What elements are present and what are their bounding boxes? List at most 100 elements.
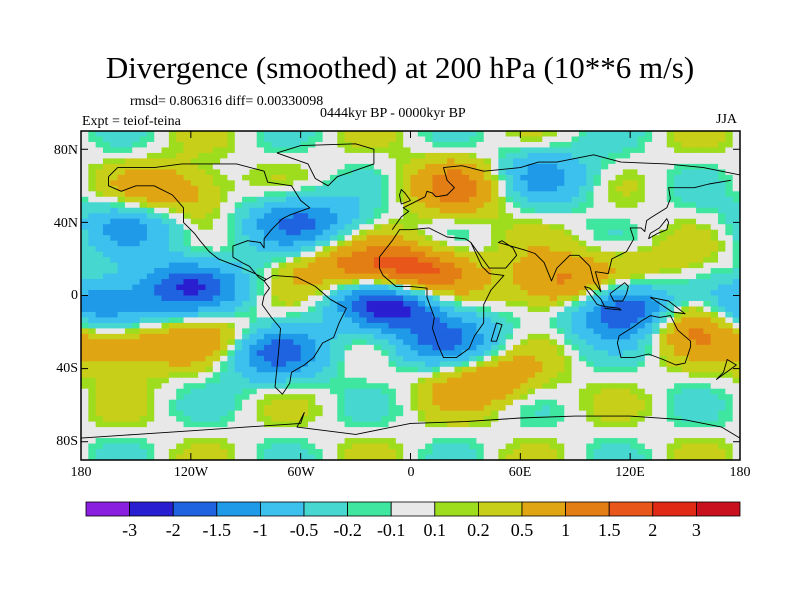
- field-cell: [608, 344, 617, 351]
- field-cell: [227, 322, 236, 329]
- field-cell: [454, 339, 463, 346]
- field-cell: [564, 229, 573, 236]
- field-cell: [483, 290, 492, 297]
- field-cell: [307, 218, 316, 225]
- field-cell: [476, 383, 485, 390]
- field-cell: [81, 218, 89, 225]
- field-cell: [88, 240, 97, 247]
- field-cell: [681, 295, 690, 302]
- field-cell: [666, 322, 675, 329]
- field-cell: [527, 405, 536, 412]
- field-cell: [381, 306, 390, 313]
- field-cell: [630, 372, 639, 379]
- field-cell: [454, 410, 463, 417]
- field-cell: [403, 251, 412, 258]
- field-cell: [329, 131, 338, 138]
- field-cell: [505, 427, 514, 434]
- field-cell: [81, 339, 89, 346]
- field-cell: [696, 427, 704, 434]
- field-cell: [417, 377, 426, 384]
- field-cell: [351, 388, 360, 395]
- field-cell: [286, 394, 294, 401]
- field-cell: [212, 383, 221, 390]
- field-cell: [322, 361, 331, 368]
- field-cell: [469, 246, 477, 253]
- field-cell: [600, 202, 609, 209]
- field-cell: [630, 416, 639, 423]
- field-cell: [674, 147, 683, 154]
- field-cell: [425, 405, 434, 412]
- field-cell: [710, 147, 719, 154]
- field-cell: [615, 372, 624, 379]
- field-cell: [644, 328, 653, 335]
- field-cell: [117, 290, 126, 297]
- field-cell: [359, 295, 368, 302]
- field-cell: [491, 333, 499, 340]
- field-cell: [571, 207, 580, 214]
- field-cell: [205, 262, 214, 269]
- field-cell: [703, 405, 712, 412]
- field-cell: [703, 410, 712, 417]
- field-cell: [483, 224, 492, 231]
- field-cell: [388, 136, 397, 143]
- field-cell: [505, 251, 514, 258]
- field-cell: [293, 152, 302, 160]
- field-cell: [710, 306, 719, 313]
- field-cell: [110, 372, 119, 379]
- field-cell: [542, 377, 551, 384]
- field-cell: [132, 350, 141, 357]
- field-cell: [491, 427, 499, 434]
- field-cell: [564, 131, 573, 138]
- field-cell: [227, 235, 236, 242]
- field-cell: [264, 152, 272, 160]
- field-cell: [403, 180, 412, 187]
- field-cell: [102, 246, 111, 253]
- field-cell: [183, 322, 192, 329]
- field-cell: [644, 300, 653, 308]
- field-cell: [476, 306, 485, 313]
- field-cell: [256, 284, 265, 291]
- field-cell: [417, 350, 426, 357]
- field-cell: [146, 372, 155, 379]
- field-cell: [564, 213, 573, 220]
- field-cell: [659, 317, 668, 324]
- field-cell: [703, 235, 712, 242]
- field-cell: [293, 366, 302, 373]
- field-cell: [212, 131, 221, 138]
- field-cell: [234, 279, 243, 286]
- field-cell: [183, 290, 192, 297]
- field-cell: [161, 432, 170, 439]
- field-cell: [300, 432, 309, 439]
- field-cell: [718, 279, 726, 286]
- field-cell: [110, 416, 119, 423]
- field-cell: [732, 218, 740, 225]
- field-cell: [571, 427, 580, 434]
- field-cell: [146, 235, 155, 242]
- field-cell: [212, 213, 221, 220]
- field-cell: [410, 251, 419, 258]
- field-cell: [373, 355, 382, 362]
- field-cell: [124, 383, 133, 390]
- field-cell: [139, 136, 148, 143]
- field-cell: [447, 213, 456, 220]
- field-cell: [476, 300, 485, 308]
- field-cell: [329, 344, 338, 351]
- field-cell: [220, 290, 229, 297]
- field-cell: [652, 152, 661, 160]
- field-cell: [146, 399, 155, 406]
- field-cell: [688, 295, 697, 302]
- field-cell: [146, 202, 155, 209]
- field-cell: [388, 174, 397, 181]
- field-cell: [278, 410, 287, 417]
- field-cell: [102, 273, 111, 280]
- field-cell: [417, 131, 426, 138]
- field-cell: [505, 191, 514, 198]
- field-cell: [124, 147, 133, 154]
- field-cell: [212, 169, 221, 176]
- field-cell: [176, 246, 185, 253]
- field-cell: [571, 295, 580, 302]
- field-cell: [278, 416, 287, 423]
- field-cell: [505, 196, 514, 203]
- field-cell: [176, 218, 185, 225]
- field-cell: [395, 240, 404, 247]
